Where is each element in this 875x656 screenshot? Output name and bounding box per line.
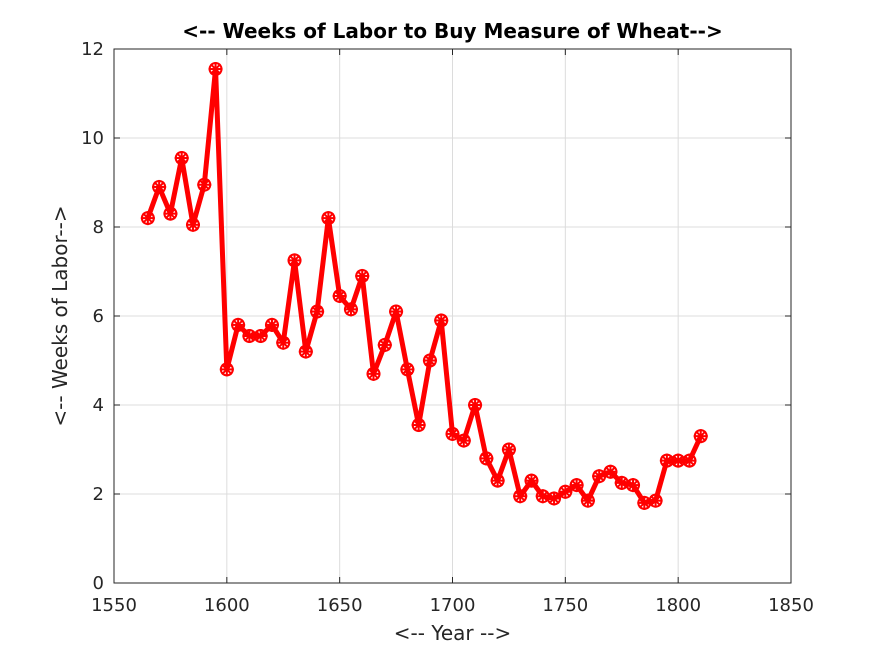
x-tick-label: 1700 [430, 595, 476, 616]
data-point [513, 489, 528, 504]
x-tick-label: 1600 [204, 595, 250, 616]
data-point [648, 493, 663, 508]
data-point [389, 304, 404, 319]
data-point [693, 429, 708, 444]
data-point [310, 304, 325, 319]
data-point [332, 288, 347, 303]
ticks: 1550 1600 1650 1700 1750 1800 1850 0 2 4 6 8 10 12 [81, 39, 814, 616]
data-point [524, 473, 539, 488]
data-point [569, 478, 584, 493]
data-point [219, 362, 234, 377]
x-tick-label: 1750 [542, 595, 588, 616]
data-point [298, 344, 313, 359]
data-point [592, 469, 607, 484]
data-point [343, 302, 358, 317]
series-layer [140, 62, 708, 510]
data-point [197, 177, 212, 192]
data-point [580, 493, 595, 508]
data-point [185, 217, 200, 232]
data-point [264, 317, 279, 332]
y-tick-label: 10 [81, 128, 104, 149]
x-tick-label: 1550 [91, 595, 137, 616]
data-point [682, 453, 697, 468]
data-point [626, 478, 641, 493]
data-point [276, 335, 291, 350]
chart-title: <-- Weeks of Labor to Buy Measure of Whe… [182, 19, 722, 43]
data-point [659, 453, 674, 468]
y-tick-label: 0 [93, 573, 104, 594]
data-point [434, 313, 449, 328]
data-point [140, 211, 155, 226]
data-point [603, 464, 618, 479]
data-point [377, 337, 392, 352]
y-tick-label: 8 [93, 217, 104, 238]
x-tick-label: 1650 [317, 595, 363, 616]
data-point [174, 151, 189, 166]
data-point [400, 362, 415, 377]
data-point [468, 398, 483, 412]
y-tick-label: 4 [93, 395, 104, 416]
data-point [422, 353, 437, 368]
x-tick-label: 1800 [655, 595, 701, 616]
y-tick-label: 6 [93, 306, 104, 327]
data-point [355, 268, 370, 283]
data-point [366, 366, 381, 381]
data-point [411, 418, 426, 433]
data-point [614, 475, 629, 490]
data-point [208, 62, 223, 77]
data-point [547, 491, 562, 506]
data-point [152, 179, 167, 194]
data-point [558, 484, 573, 499]
data-point [479, 451, 494, 466]
data-point [445, 426, 460, 441]
y-tick-label: 12 [81, 39, 104, 60]
data-point [456, 433, 471, 448]
x-axis-label: <-- Year --> [394, 621, 511, 645]
y-axis-label: <-- Weeks of Labor--> [48, 205, 72, 426]
data-point [490, 473, 505, 488]
y-tick-label: 2 [93, 484, 104, 505]
x-tick-label: 1850 [768, 595, 814, 616]
data-point [231, 317, 246, 332]
data-point [163, 206, 178, 221]
data-point [253, 329, 268, 344]
data-point [287, 253, 302, 268]
data-point [321, 211, 336, 226]
data-point [501, 442, 516, 457]
